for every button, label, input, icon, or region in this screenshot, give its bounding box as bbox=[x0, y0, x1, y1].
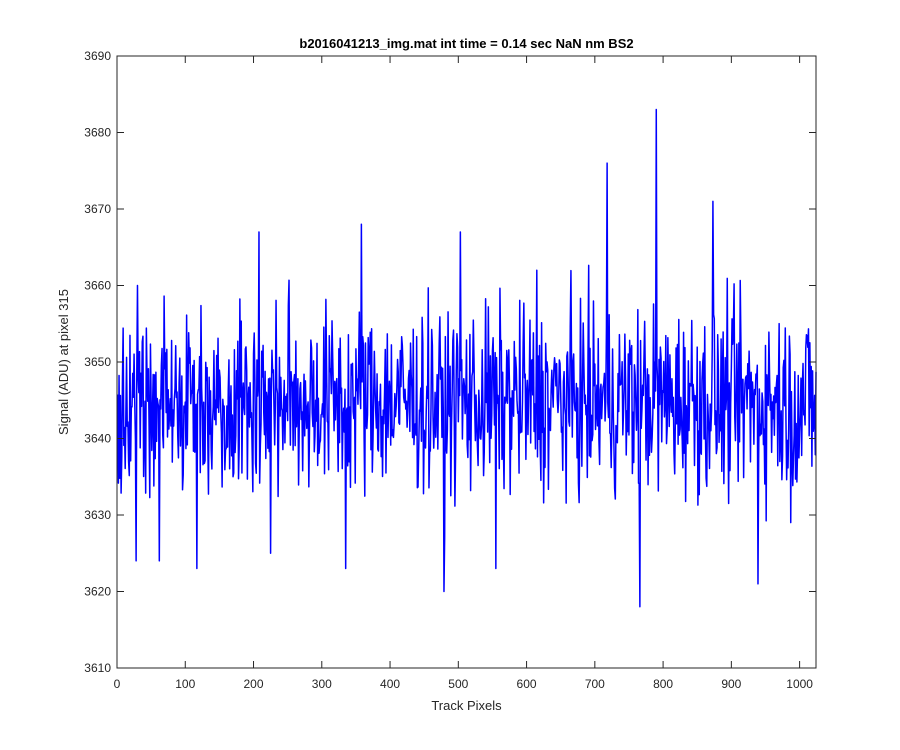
y-tick-label: 3660 bbox=[84, 279, 111, 293]
x-axis-label: Track Pixels bbox=[431, 698, 502, 713]
x-tick-label: 200 bbox=[244, 677, 264, 691]
y-axis-label: Signal (ADU) at pixel 315 bbox=[56, 289, 71, 435]
chart-title: b2016041213_img.mat int time = 0.14 sec … bbox=[299, 36, 633, 51]
x-tick-label: 300 bbox=[312, 677, 332, 691]
x-tick-label: 1000 bbox=[786, 677, 813, 691]
x-tick-label: 800 bbox=[653, 677, 673, 691]
x-tick-label: 100 bbox=[175, 677, 195, 691]
y-tick-label: 3620 bbox=[84, 585, 111, 599]
series-line-0 bbox=[116, 108, 817, 608]
y-tick-label: 3680 bbox=[84, 126, 111, 140]
y-tick-label: 3690 bbox=[84, 49, 111, 63]
y-tick-label: 3670 bbox=[84, 202, 111, 216]
ticks-layer: 0 100 200 300 400 500 600 700 800 900 1000 3610 3620… bbox=[84, 49, 816, 691]
x-tick-label: 600 bbox=[517, 677, 537, 691]
x-tick-label: 500 bbox=[448, 677, 468, 691]
y-tick-label: 3650 bbox=[84, 355, 111, 369]
x-tick-label: 0 bbox=[114, 677, 121, 691]
x-tick-label: 700 bbox=[585, 677, 605, 691]
y-tick-label: 3630 bbox=[84, 508, 111, 522]
series-layer bbox=[116, 108, 817, 608]
x-tick-label: 900 bbox=[721, 677, 741, 691]
y-tick-label: 3610 bbox=[84, 661, 111, 675]
x-tick-label: 400 bbox=[380, 677, 400, 691]
y-tick-label: 3640 bbox=[84, 432, 111, 446]
